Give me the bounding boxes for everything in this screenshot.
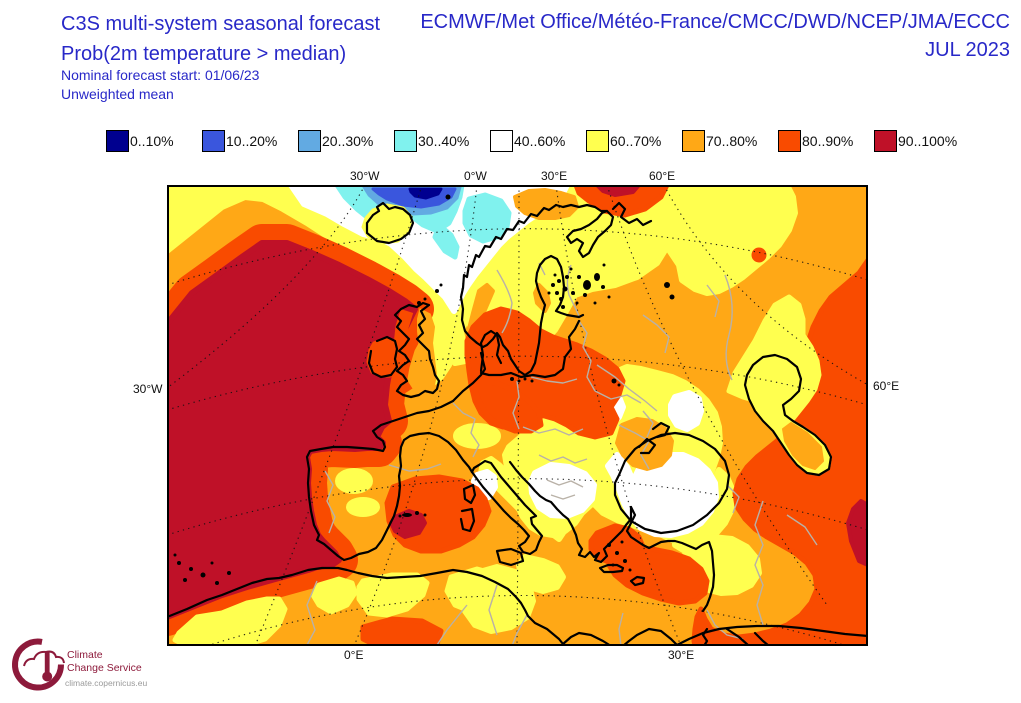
svg-text:Change Service: Change Service [67, 662, 142, 674]
svg-text:Climate: Climate [67, 649, 103, 661]
svg-text:climate.copernicus.eu: climate.copernicus.eu [65, 678, 147, 688]
